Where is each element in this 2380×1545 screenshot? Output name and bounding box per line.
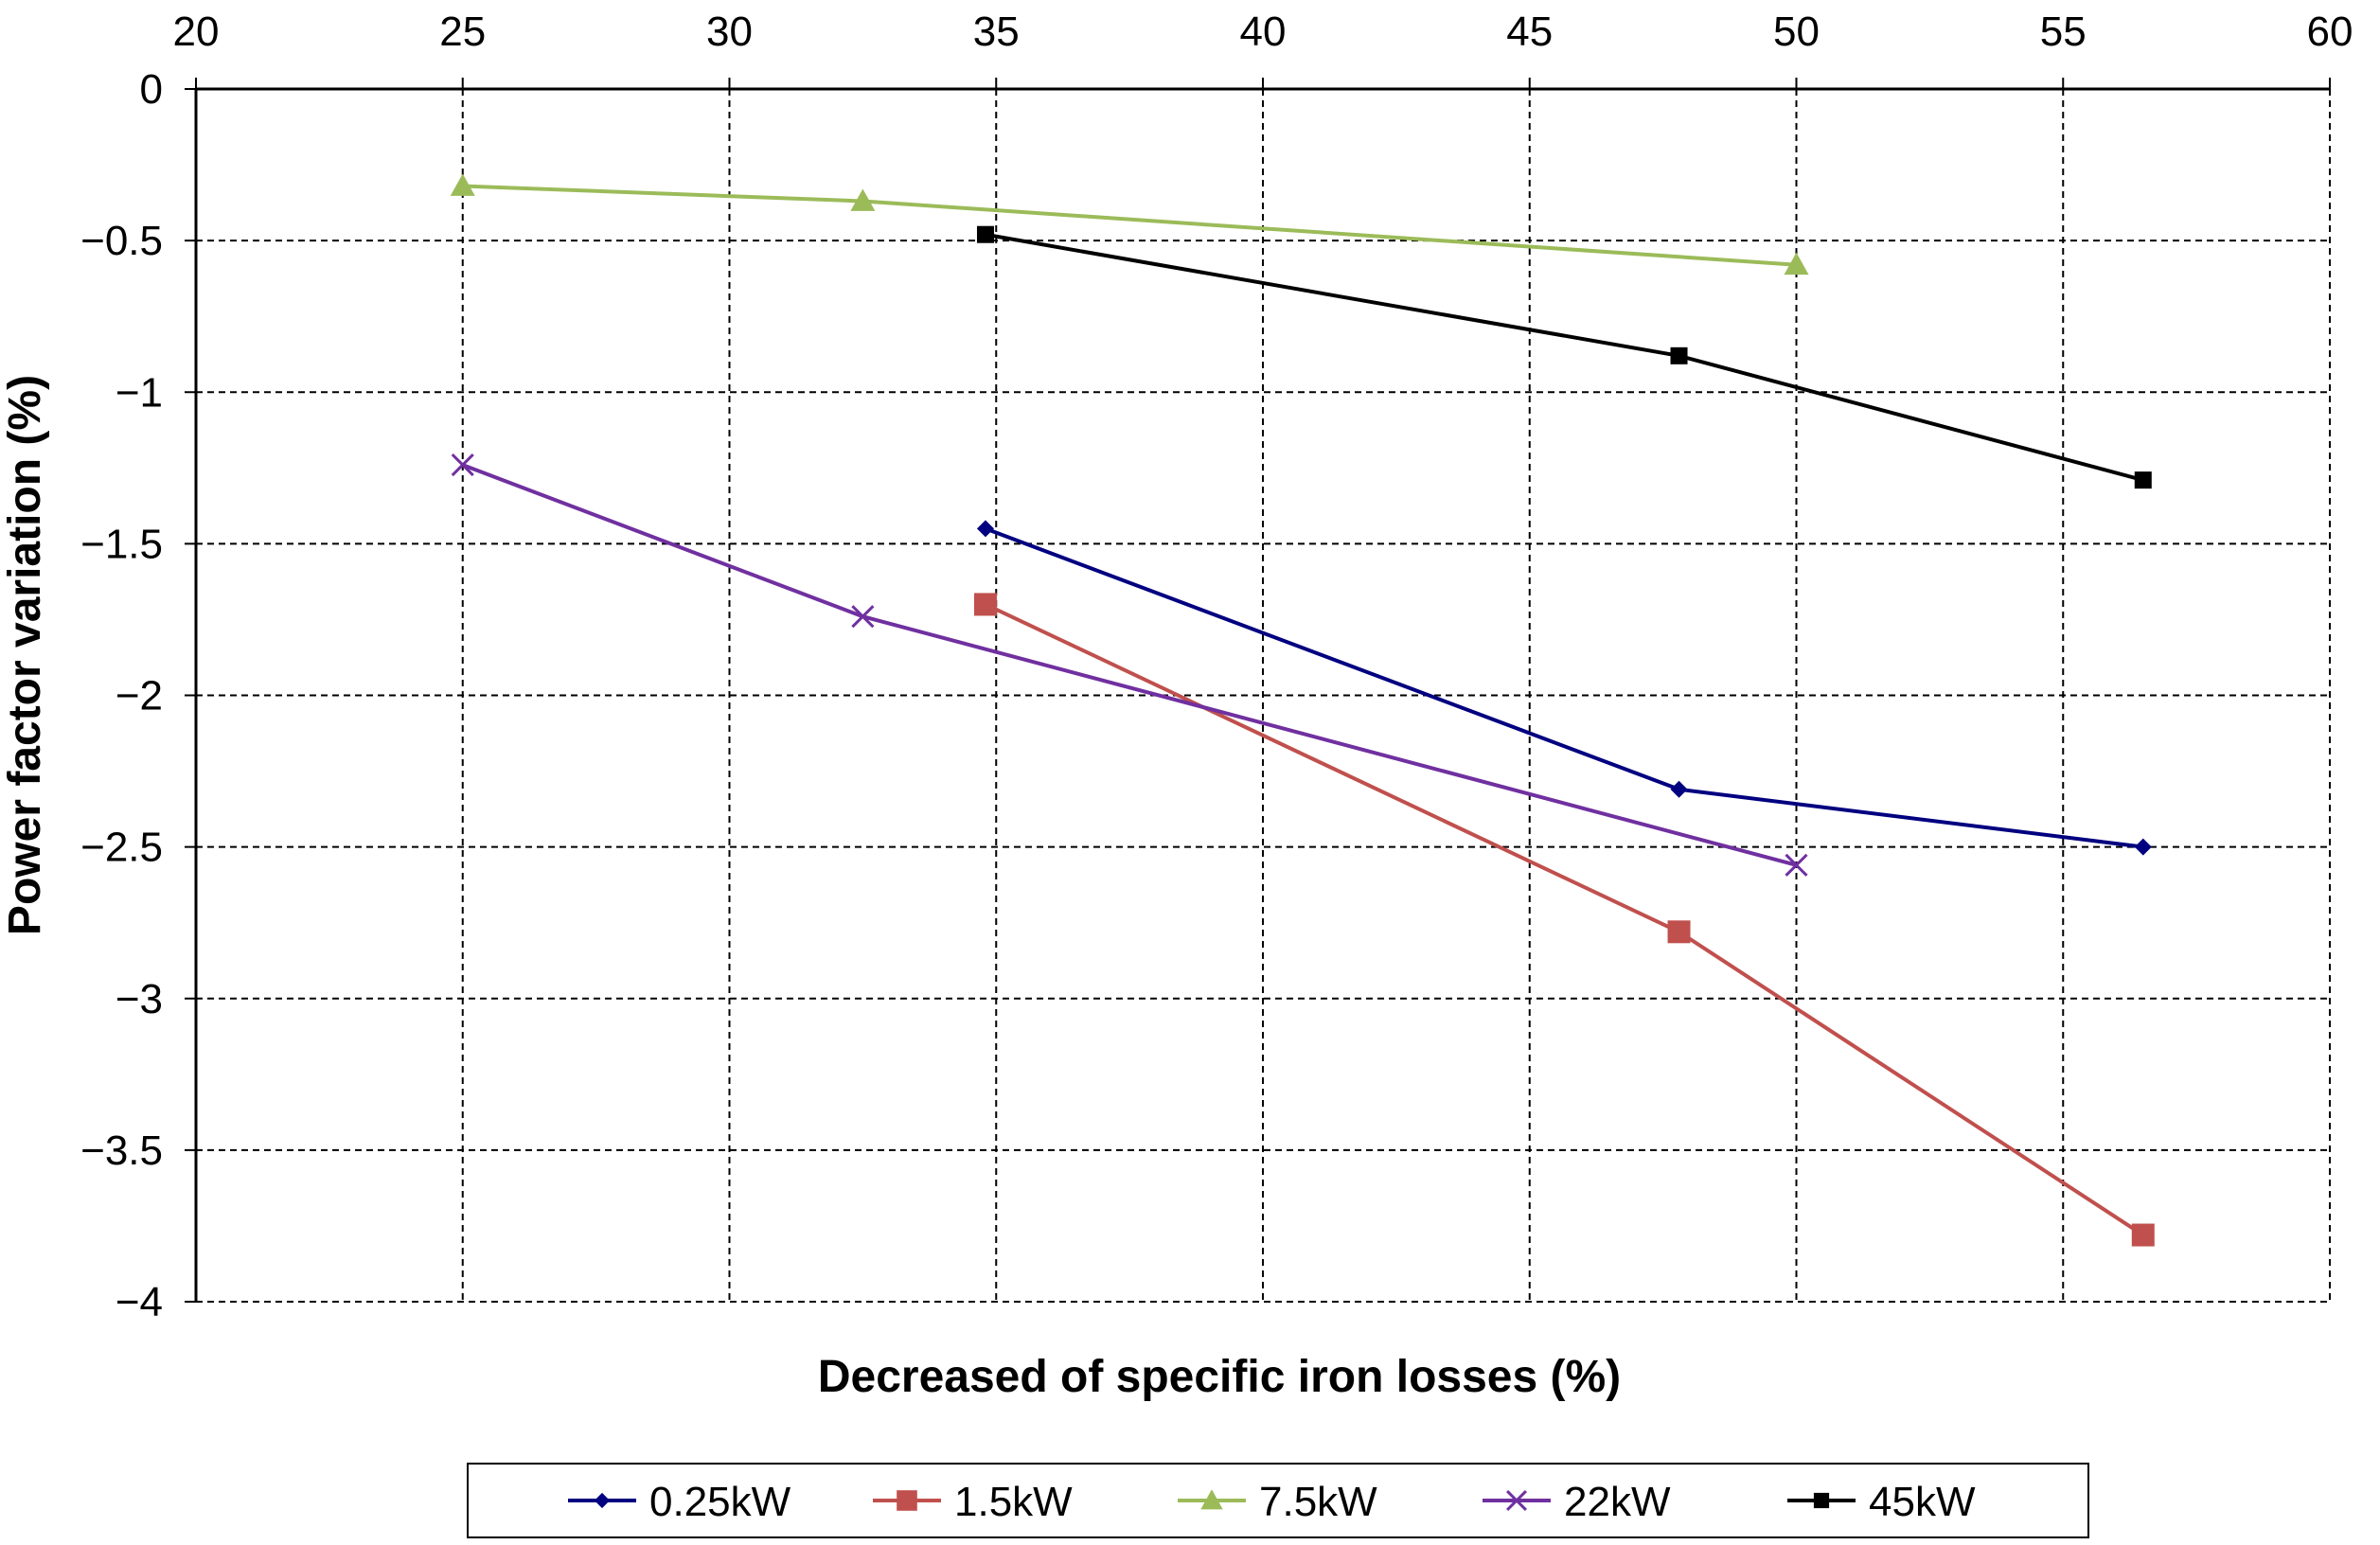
y-tick-label: −1 bbox=[115, 369, 163, 416]
data-point-0.25kW bbox=[976, 520, 994, 538]
legend-swatch-marker bbox=[594, 1492, 611, 1509]
data-point-1.5kW bbox=[973, 593, 997, 616]
data-point-45kW bbox=[2134, 471, 2152, 489]
data-point-22kW bbox=[451, 453, 474, 477]
x-tick-label: 40 bbox=[1240, 9, 1287, 55]
data-point-0.25kW bbox=[1670, 780, 1688, 798]
series-markers bbox=[450, 173, 2155, 1247]
legend-item-45kW: 45kW bbox=[1787, 1479, 1976, 1525]
series-lines bbox=[462, 184, 2144, 1237]
data-point-7.5kW bbox=[450, 173, 475, 196]
y-tick-label: −2 bbox=[115, 673, 163, 719]
legend-swatch-marker bbox=[897, 1490, 917, 1511]
legend-label: 7.5kW bbox=[1259, 1479, 1377, 1525]
y-tick-label: −1.5 bbox=[80, 521, 163, 567]
legend-swatch-marker bbox=[1200, 1489, 1223, 1510]
legend-swatch-marker bbox=[1506, 1490, 1527, 1511]
legend-item-22kW: 22kW bbox=[1483, 1479, 1671, 1525]
y-axis-title: Power factor variation (%) bbox=[0, 375, 50, 935]
data-point-45kW bbox=[976, 225, 994, 243]
x-tick-label: 35 bbox=[973, 9, 1020, 55]
legend-item-0.25kW: 0.25kW bbox=[568, 1479, 791, 1525]
x-tick-label: 45 bbox=[1506, 9, 1553, 55]
y-tick-label: −0.5 bbox=[80, 218, 163, 264]
x-marker-stroke bbox=[451, 453, 474, 477]
series-line-22kW bbox=[462, 463, 1798, 867]
data-point-22kW bbox=[851, 605, 875, 629]
x-tick-label: 55 bbox=[2040, 9, 2087, 55]
data-point-7.5kW bbox=[1784, 252, 1809, 275]
x-tick-label: 20 bbox=[173, 9, 220, 55]
x-axis-title: Decreased of specific iron losses (%) bbox=[818, 1352, 1621, 1402]
legend-item-7.5kW: 7.5kW bbox=[1178, 1479, 1377, 1525]
series-line-1.5kW bbox=[985, 602, 2144, 1237]
legend-swatch-marker bbox=[1813, 1492, 1830, 1509]
x-tick-label: 50 bbox=[1773, 9, 1820, 55]
legend-label: 0.25kW bbox=[649, 1479, 791, 1525]
x-marker-stroke bbox=[1506, 1490, 1527, 1511]
legend-label: 45kW bbox=[1869, 1479, 1976, 1525]
legend-label: 1.5kW bbox=[954, 1479, 1073, 1525]
data-point-1.5kW bbox=[1667, 920, 1691, 944]
tick-labels: 20 25 30 35 40 45 50 55 60 0 −0.5 −1 −1.5 −2 −2.5 −3 −3.… bbox=[80, 9, 2353, 1325]
axes bbox=[185, 78, 2331, 1303]
x-tick-label: 25 bbox=[439, 9, 486, 55]
data-point-45kW bbox=[1670, 346, 1688, 364]
x-tick-label: 60 bbox=[2307, 9, 2353, 55]
legend-item-1.5kW: 1.5kW bbox=[873, 1479, 1073, 1525]
data-point-7.5kW bbox=[850, 188, 876, 211]
series-line-7.5kW bbox=[462, 184, 1797, 267]
y-tick-label: 0 bbox=[140, 66, 163, 113]
legend-label: 22kW bbox=[1564, 1479, 1671, 1525]
series-line-45kW bbox=[985, 232, 2144, 483]
data-point-22kW bbox=[1785, 853, 1808, 877]
data-point-1.5kW bbox=[2131, 1223, 2155, 1247]
y-tick-label: −3.5 bbox=[80, 1128, 163, 1174]
y-tick-label: −4 bbox=[115, 1279, 163, 1325]
legend: 0.25kW 1.5kW 7.5kW 22kW 45kW bbox=[467, 1463, 2089, 1538]
y-tick-label: −3 bbox=[115, 976, 163, 1022]
data-point-0.25kW bbox=[2134, 838, 2152, 856]
y-tick-label: −2.5 bbox=[80, 825, 163, 871]
x-marker-stroke bbox=[851, 605, 875, 629]
gridlines bbox=[196, 89, 2331, 1303]
x-marker-stroke bbox=[1785, 853, 1808, 877]
x-tick-label: 30 bbox=[706, 9, 753, 55]
